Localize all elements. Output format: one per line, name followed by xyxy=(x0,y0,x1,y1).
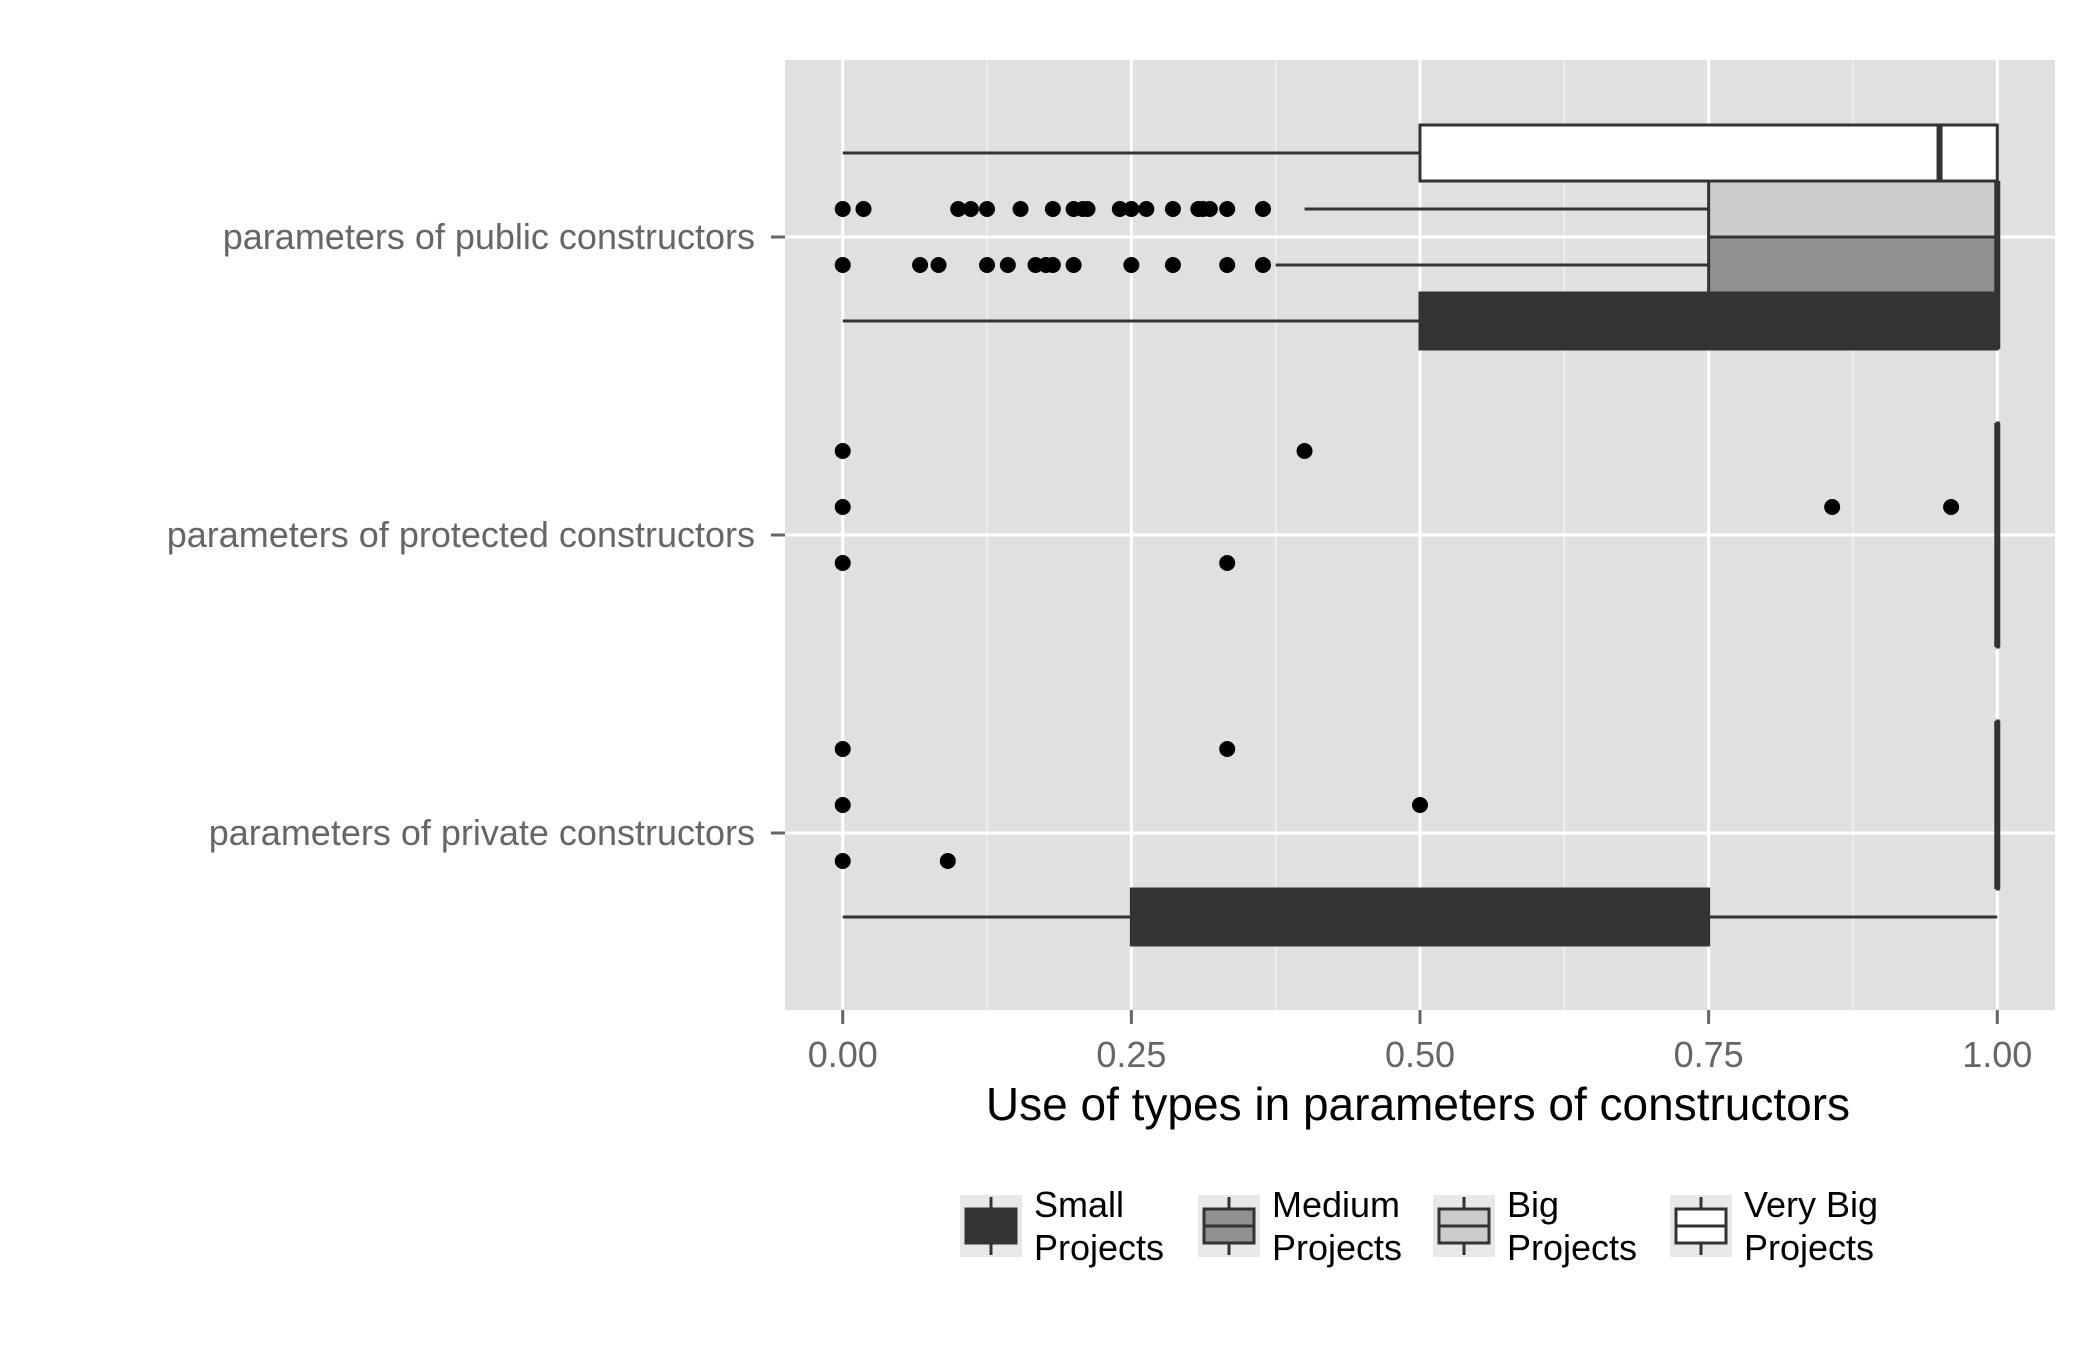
legend-label-line2: Projects xyxy=(1744,1227,1874,1268)
outlier-point xyxy=(834,201,851,217)
outlier-point xyxy=(979,201,996,217)
outlier-point xyxy=(1111,201,1128,217)
box-4-1 xyxy=(834,719,2001,779)
legend-label-line1: Medium xyxy=(1272,1184,1400,1225)
box-body xyxy=(1418,291,1999,351)
outlier-point xyxy=(1824,499,1841,515)
outlier-point xyxy=(1164,201,1181,217)
box-2-1 xyxy=(834,831,2001,891)
outlier-point xyxy=(1254,201,1271,217)
legend-label-line1: Very Big xyxy=(1744,1184,1878,1225)
y-tick-label: parameters of public constructors xyxy=(223,216,755,257)
outlier-point xyxy=(1164,257,1181,273)
y-axis: parameters of private constructors parame… xyxy=(167,216,785,853)
box-1-1 xyxy=(842,887,1998,947)
outlier-point xyxy=(999,257,1016,273)
outlier-point xyxy=(1219,257,1236,273)
legend: SmallProjectsMediumProjectsBigProjectsVe… xyxy=(960,1184,1878,1268)
outlier-point xyxy=(834,797,851,813)
y-tick-label: parameters of private constructors xyxy=(209,812,755,853)
box-4-2 xyxy=(834,421,2001,481)
outlier-point xyxy=(939,853,956,869)
outlier-point xyxy=(834,741,851,757)
outlier-point xyxy=(1219,201,1236,217)
outlier-point xyxy=(1123,201,1140,217)
outlier-point xyxy=(1412,797,1428,813)
x-tick-label: 0.00 xyxy=(808,1034,878,1075)
outlier-point xyxy=(834,555,851,571)
x-tick-label: 1.00 xyxy=(1962,1034,2032,1075)
outlier-point xyxy=(1044,201,1061,217)
outlier-point xyxy=(834,257,851,273)
outlier-point xyxy=(1219,741,1236,757)
box-2-2 xyxy=(834,533,2001,593)
outlier-point xyxy=(1254,257,1271,273)
outlier-point xyxy=(834,443,851,459)
x-tick-label: 0.75 xyxy=(1674,1034,1744,1075)
x-tick-label: 0.25 xyxy=(1096,1034,1166,1075)
legend-label-line1: Small xyxy=(1034,1184,1124,1225)
outlier-point xyxy=(1201,201,1218,217)
box-body xyxy=(1418,123,1999,183)
outlier-point xyxy=(855,201,872,217)
legend-label-line2: Projects xyxy=(1034,1227,1164,1268)
box-body xyxy=(1707,179,1999,239)
box-4-3 xyxy=(842,123,1999,183)
outlier-point xyxy=(834,853,851,869)
outlier-point xyxy=(1219,555,1236,571)
outlier-point xyxy=(1065,257,1082,273)
box-2-3 xyxy=(834,235,2001,295)
outlier-point xyxy=(1079,201,1096,217)
x-axis-title: Use of types in parameters of constructo… xyxy=(986,1078,1850,1130)
x-axis: 0.00 0.25 0.50 0.75 1.00 xyxy=(808,1010,2032,1075)
outlier-point xyxy=(1296,443,1313,459)
outlier-point xyxy=(1012,201,1029,217)
outlier-point xyxy=(1943,499,1960,515)
outlier-point xyxy=(834,499,851,515)
box-3-3 xyxy=(834,179,2001,239)
box-body xyxy=(1707,235,1999,295)
box-1-2 xyxy=(1994,589,2001,649)
outlier-point xyxy=(1123,257,1140,273)
x-tick-label: 0.50 xyxy=(1385,1034,1455,1075)
outlier-point xyxy=(912,257,929,273)
legend-label-line2: Projects xyxy=(1507,1227,1637,1268)
outlier-point xyxy=(1044,257,1061,273)
outlier-point xyxy=(930,257,947,273)
outlier-point xyxy=(979,257,996,273)
box-3-2 xyxy=(834,477,2001,537)
outlier-point xyxy=(962,201,979,217)
outlier-point xyxy=(950,201,967,217)
legend-label-line1: Big xyxy=(1507,1184,1559,1225)
legend-label-line2: Projects xyxy=(1272,1227,1402,1268)
outlier-point xyxy=(1138,201,1155,217)
y-tick-label: parameters of protected constructors xyxy=(167,514,755,555)
boxplots xyxy=(834,123,2001,947)
